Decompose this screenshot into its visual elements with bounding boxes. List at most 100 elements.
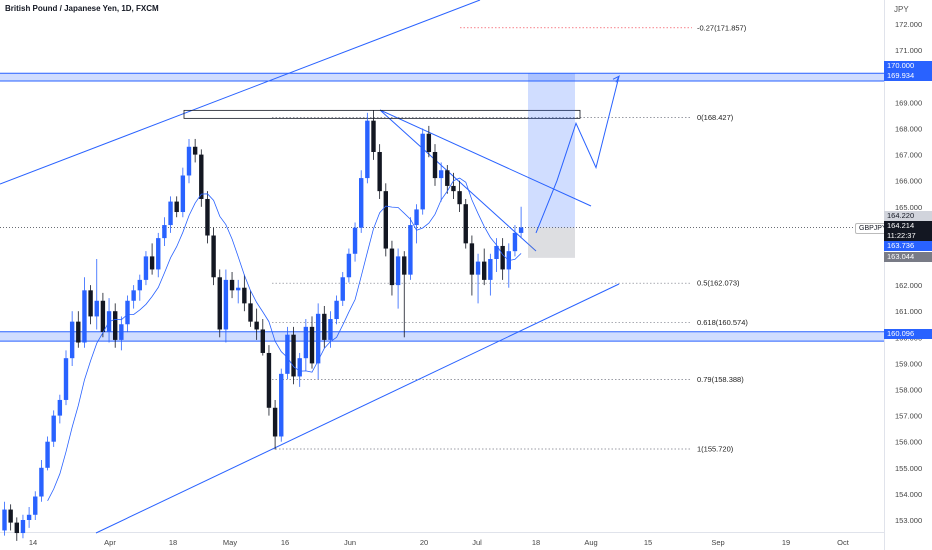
candle-body	[143, 256, 149, 280]
price-tag-support: 160.096	[884, 329, 932, 339]
x-tick-label: 16	[281, 538, 289, 547]
x-tick-label: May	[223, 538, 237, 547]
candle-body	[272, 407, 278, 437]
candle-body	[33, 496, 38, 515]
candle-body	[254, 321, 259, 330]
candle-body	[315, 313, 321, 364]
candle-body	[346, 253, 352, 278]
current-price: 164.214	[887, 221, 915, 230]
candle-body	[217, 277, 222, 330]
candle-body	[500, 245, 505, 270]
candle-body	[279, 373, 284, 437]
candle-body	[51, 415, 56, 442]
candle-body	[242, 287, 247, 304]
candle-body	[451, 185, 456, 192]
candle-body	[457, 191, 462, 205]
candle-body	[180, 175, 186, 213]
stop-zone	[528, 227, 575, 258]
candle-body	[365, 120, 370, 179]
x-tick-label: 19	[782, 538, 790, 547]
x-tick-label: Sep	[711, 538, 724, 547]
candle-body	[119, 324, 124, 340]
lower-channel-line	[95, 283, 620, 534]
candle-body	[432, 151, 438, 179]
candle-body	[426, 133, 432, 152]
candle-body	[229, 279, 235, 291]
candle-body	[291, 334, 296, 377]
candle-body	[39, 467, 44, 497]
chart-title: British Pound / Japanese Yen, 1D, FXCM	[5, 4, 159, 13]
x-tick-label: Jul	[472, 538, 482, 547]
candle-body	[8, 509, 13, 523]
resistance-box	[183, 109, 581, 119]
zone-support	[0, 331, 884, 342]
candle-body	[334, 300, 339, 320]
candle-body	[285, 334, 290, 374]
candle-body	[211, 235, 216, 278]
fib-label: 0.79(158.388)	[697, 375, 744, 384]
candle-body	[156, 238, 161, 270]
y-tick-label: 167.000	[895, 151, 922, 160]
candle-body	[383, 191, 388, 249]
candle-body	[69, 321, 75, 359]
price-tag-ma: 163.736	[884, 241, 932, 251]
candle-body	[137, 279, 142, 291]
fib-label: 0.618(160.574)	[697, 318, 748, 327]
candle-body	[76, 321, 81, 343]
candle-body	[113, 311, 118, 340]
candle-body	[149, 256, 155, 270]
y-tick-label: 153.000	[895, 516, 922, 525]
candle-body	[352, 227, 358, 254]
candle-body	[125, 300, 130, 325]
candle-body	[236, 287, 241, 291]
x-tick-label: Apr	[104, 538, 116, 547]
candle-body	[192, 146, 198, 155]
x-tick-label: 18	[532, 538, 540, 547]
y-tick-label: 158.000	[895, 386, 922, 395]
y-tick-label: 159.000	[895, 359, 922, 368]
candle-body	[494, 245, 499, 259]
x-tick-label: 14	[29, 538, 37, 547]
candle-body	[420, 133, 425, 210]
fib-label: -0.27(171.857)	[697, 23, 747, 32]
price-tag-current: 164.214 11:22:37	[884, 221, 932, 241]
candle-body	[162, 225, 167, 239]
y-tick-label: 162.000	[895, 281, 922, 290]
candle-body	[309, 326, 315, 364]
candle-body	[45, 441, 50, 468]
fib-label: 0(168.427)	[697, 113, 734, 122]
price-tag-ask: 164.220	[884, 211, 932, 221]
candle-body	[20, 520, 26, 534]
y-tick-label: 172.000	[895, 20, 922, 29]
candle-body	[512, 232, 518, 252]
candle-body	[408, 225, 413, 275]
candle-body	[248, 303, 253, 322]
projection-arrowhead	[612, 75, 621, 83]
candle-body	[328, 319, 333, 340]
candle-body	[82, 290, 87, 343]
candle-body	[100, 300, 106, 333]
candle-body	[482, 261, 487, 280]
candle-body	[260, 329, 265, 353]
candle-body	[518, 227, 524, 233]
zone-resistance	[0, 73, 884, 82]
x-tick-label: 18	[169, 538, 177, 547]
candle-body	[14, 522, 19, 534]
y-tick-label: 169.000	[895, 98, 922, 107]
bar-countdown: 11:22:37	[887, 231, 916, 240]
candle-body	[414, 209, 419, 226]
candle-body	[377, 151, 382, 192]
candle-body	[205, 198, 210, 236]
candle-body	[488, 259, 493, 280]
y-tick-label: 171.000	[895, 46, 922, 55]
y-tick-label: 156.000	[895, 438, 922, 447]
y-tick-label: 157.000	[895, 412, 922, 421]
moving-average-line	[47, 177, 522, 501]
fib-label: 0.5(162.073)	[697, 279, 740, 288]
projection-path	[535, 76, 620, 234]
y-tick-label: 154.000	[895, 490, 922, 499]
candle-body	[199, 154, 204, 199]
price-tag-zone-bottom: 169.934	[884, 71, 932, 81]
candle-body	[266, 352, 272, 408]
